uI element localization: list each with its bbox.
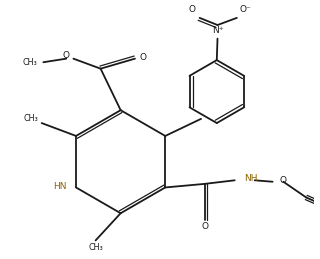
Text: O: O — [201, 222, 208, 231]
Text: O: O — [63, 51, 70, 60]
Text: N⁺: N⁺ — [212, 26, 223, 34]
Text: CH₃: CH₃ — [23, 58, 38, 67]
Text: NH: NH — [244, 174, 258, 183]
Text: CH₃: CH₃ — [88, 243, 103, 252]
Text: CH₃: CH₃ — [23, 113, 38, 123]
Text: O: O — [188, 5, 195, 15]
Text: O: O — [279, 176, 286, 185]
Text: HN: HN — [53, 182, 67, 191]
Text: O: O — [140, 53, 147, 62]
Text: O⁻: O⁻ — [240, 5, 251, 15]
